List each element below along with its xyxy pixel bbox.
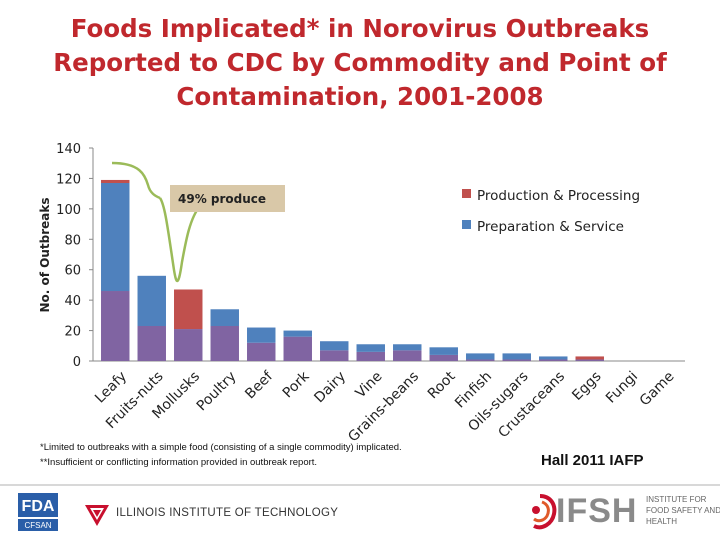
bar-segment — [393, 350, 422, 361]
bar-segment — [320, 350, 349, 361]
bar-segment — [101, 179, 130, 183]
iit-logo: ILLINOIS INSTITUTE OF TECHNOLOGY — [84, 503, 338, 527]
bar-segment — [210, 326, 239, 361]
bar-segment — [539, 359, 568, 361]
footer-divider — [0, 484, 720, 486]
annotation-callout — [111, 161, 201, 283]
bar-segment — [247, 342, 276, 361]
bar-segment — [575, 359, 604, 361]
bar-segment — [283, 336, 312, 361]
bar-segment — [101, 182, 130, 292]
svg-text:CFSAN: CFSAN — [24, 521, 51, 530]
svg-text:FDA: FDA — [22, 498, 55, 515]
bar-segment — [137, 326, 166, 361]
ifsh-tagline: INSTITUTE FOR FOOD SAFETY AND HEALTH — [646, 495, 720, 526]
y-axis-title: No. of Outbreaks — [38, 197, 52, 312]
y-tick-label: 100 — [56, 203, 81, 218]
ifsh-wordmark: IFSH — [556, 492, 638, 530]
slide-title: Foods Implicated* in Norovirus Outbreaks… — [20, 12, 700, 114]
title-line-2: Reported to CDC by Commodity and Point o… — [53, 48, 667, 77]
citation: Hall 2011 IAFP — [541, 452, 644, 469]
y-tick-label: 80 — [64, 233, 81, 248]
x-tick-label: Beef — [242, 368, 277, 403]
bar-segment — [502, 359, 531, 361]
iit-name: ILLINOIS INSTITUTE OF TECHNOLOGY — [116, 507, 339, 519]
iit-shield-icon — [85, 505, 109, 526]
y-tick-label: 40 — [64, 294, 81, 309]
x-tick-label: Eggs — [569, 369, 604, 404]
annotation-box — [170, 185, 285, 212]
x-tick-label: Pork — [280, 368, 313, 401]
x-tick-label: Game — [637, 369, 678, 410]
fda-logo: FDA CFSAN — [18, 493, 58, 531]
bar-segment — [137, 275, 166, 327]
legend-label-preparation: Preparation & Service — [477, 219, 624, 235]
y-tick-label: 20 — [64, 325, 81, 340]
ifsh-logo: IFSH INSTITUTE FOR FOOD SAFETY AND HEALT… — [520, 488, 720, 538]
legend-swatch-preparation — [462, 220, 471, 229]
bar-segment — [356, 351, 385, 361]
footnote-2: **Insufficient or conflicting informatio… — [40, 457, 318, 468]
legend-label-production: Production & Processing — [477, 188, 640, 204]
bar-segment — [174, 289, 203, 330]
footnote-1: *Limited to outbreaks with a simple food… — [40, 442, 402, 453]
bar-segment — [210, 309, 239, 327]
y-tick-label: 120 — [56, 172, 81, 187]
title-line-1: Foods Implicated* in Norovirus Outbreaks — [70, 14, 650, 43]
y-tick-label: 60 — [64, 264, 81, 279]
bar-segment — [466, 353, 495, 360]
bar-segment — [247, 327, 276, 343]
y-axis-ticks: 0 20 40 60 80 100 120 140 — [56, 142, 93, 370]
bar-segment — [283, 330, 312, 337]
footnotes: *Limited to outbreaks with a simple food… — [40, 440, 560, 470]
fda-logo-graphic: FDA CFSAN — [18, 493, 58, 531]
bar-segment — [320, 341, 349, 351]
x-tick-label: Vine — [353, 369, 386, 402]
bar-segment — [429, 354, 458, 361]
bar-segment — [539, 356, 568, 360]
bar-marks — [101, 179, 604, 361]
bar-segment — [575, 356, 604, 360]
title-line-3: Contamination, 2001-2008 — [176, 82, 544, 111]
bar-segment — [174, 329, 203, 361]
bar-segment — [502, 353, 531, 360]
bar-segment — [356, 344, 385, 352]
bar-segment — [393, 344, 422, 351]
ifsh-swirl-icon — [532, 494, 557, 530]
bar-segment — [429, 347, 458, 355]
bar-segment — [466, 359, 495, 361]
y-tick-label: 140 — [56, 142, 81, 157]
y-tick-label: 0 — [73, 355, 81, 370]
legend-swatch-production — [462, 189, 471, 198]
legend: Production & Processing Preparation & Se… — [462, 188, 640, 235]
bar-segment — [101, 291, 130, 361]
annotation-label: 49% produce — [178, 192, 266, 206]
x-tick-label: Dairy — [311, 369, 349, 407]
x-tick-label: Fungi — [603, 369, 641, 407]
x-tick-label: Poultry — [194, 369, 240, 415]
